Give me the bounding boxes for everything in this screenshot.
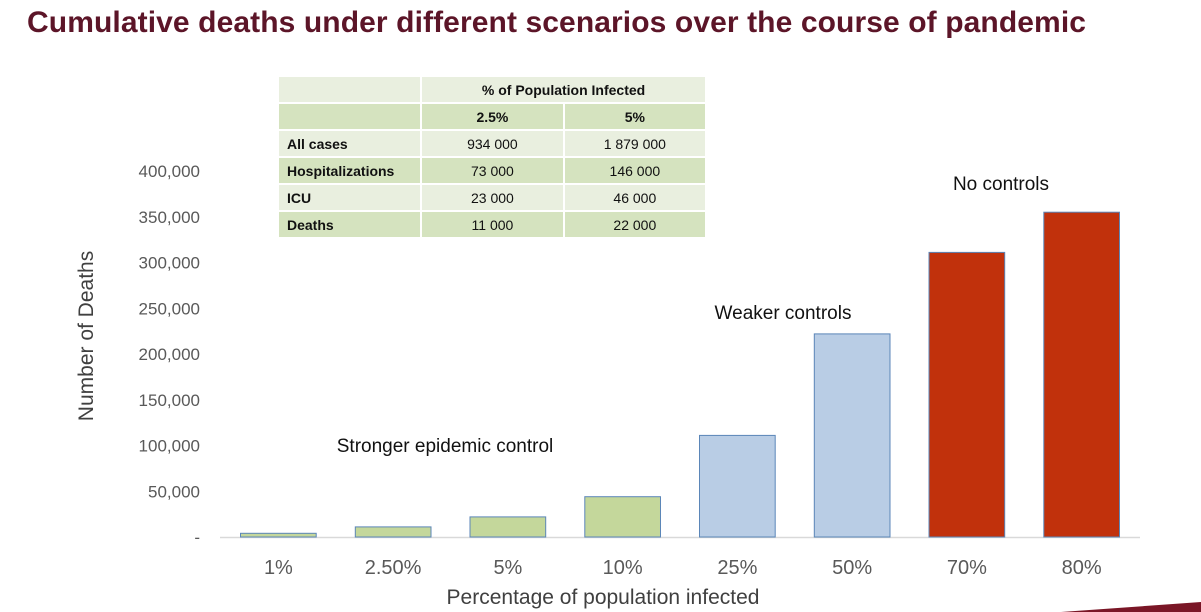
- bars: [240, 211, 1121, 538]
- bar: [354, 526, 432, 538]
- y-tick-label: 300,000: [139, 254, 200, 273]
- table-column-header: 2.5%: [420, 102, 565, 131]
- y-tick-label: 250,000: [139, 299, 200, 318]
- table-header: % of Population Infected: [420, 75, 707, 104]
- bar: [813, 333, 891, 538]
- x-axis-label: Percentage of population infected: [447, 586, 760, 609]
- corner-accent-shape: [1061, 602, 1201, 612]
- y-tick-label: 50,000: [148, 482, 200, 501]
- x-tick-label: 5%: [493, 557, 522, 579]
- annotation-weaker-controls: Weaker controls: [715, 303, 852, 324]
- bar: [1043, 211, 1121, 538]
- table-row: All cases 934 000 1 879 000: [276, 129, 708, 158]
- table-corner-cell: [276, 75, 423, 104]
- infection-scenarios-table: % of Population Infected 2.5% 5% All cas…: [276, 75, 708, 239]
- x-tick-label: 2.50%: [365, 557, 422, 579]
- y-tick-labels: - 50,000 100,000 150,000 200,000 250,000 300,0…: [139, 162, 200, 547]
- page-title: Cumulative deaths under different scenar…: [27, 6, 1087, 39]
- y-tick-label: 100,000: [139, 437, 200, 456]
- x-tick-label: 10%: [603, 557, 643, 579]
- table-row-label: Deaths: [276, 210, 423, 239]
- table-row: ICU 23 000 46 000: [276, 183, 708, 212]
- table-row-label: ICU: [276, 183, 423, 212]
- bar: [928, 251, 1006, 538]
- bar: [699, 434, 776, 538]
- table-row: Hospitalizations 73 000 146 000: [276, 156, 708, 185]
- x-tick-labels: 1% 2.50% 5% 10% 25% 50% 70% 80%: [264, 557, 1102, 579]
- x-tick-label: 50%: [832, 557, 872, 579]
- table-row: Deaths 11 000 22 000: [276, 210, 708, 239]
- y-tick-label: 350,000: [139, 208, 200, 227]
- x-tick-label: 25%: [717, 557, 757, 579]
- bar: [240, 532, 317, 538]
- annotation-no-controls: No controls: [953, 174, 1049, 195]
- table-cell: 22 000: [562, 210, 708, 239]
- y-axis-label: Number of Deaths: [75, 251, 98, 421]
- table-cell: 1 879 000: [562, 129, 708, 158]
- table-cell: 23 000: [420, 183, 565, 212]
- annotation-stronger-control: Stronger epidemic control: [337, 436, 554, 457]
- table-cell: 146 000: [562, 156, 708, 185]
- table-row-label: Hospitalizations: [276, 156, 423, 185]
- table-cell: 11 000: [420, 210, 565, 239]
- bar: [584, 496, 661, 538]
- y-tick-label: 150,000: [139, 391, 200, 410]
- table-row-label: All cases: [276, 129, 423, 158]
- table-cell: 46 000: [562, 183, 708, 212]
- table-column-header: 5%: [562, 102, 708, 131]
- y-tick-label: -: [194, 528, 200, 547]
- x-tick-label: 1%: [264, 557, 293, 579]
- table-cell: 934 000: [420, 129, 565, 158]
- x-tick-label: 70%: [947, 557, 987, 579]
- table-cell: 73 000: [420, 156, 565, 185]
- y-tick-label: 400,000: [139, 162, 200, 181]
- x-tick-label: 80%: [1062, 557, 1102, 579]
- table-corner-cell: [276, 102, 423, 131]
- bar: [469, 516, 547, 538]
- y-tick-label: 200,000: [139, 345, 200, 364]
